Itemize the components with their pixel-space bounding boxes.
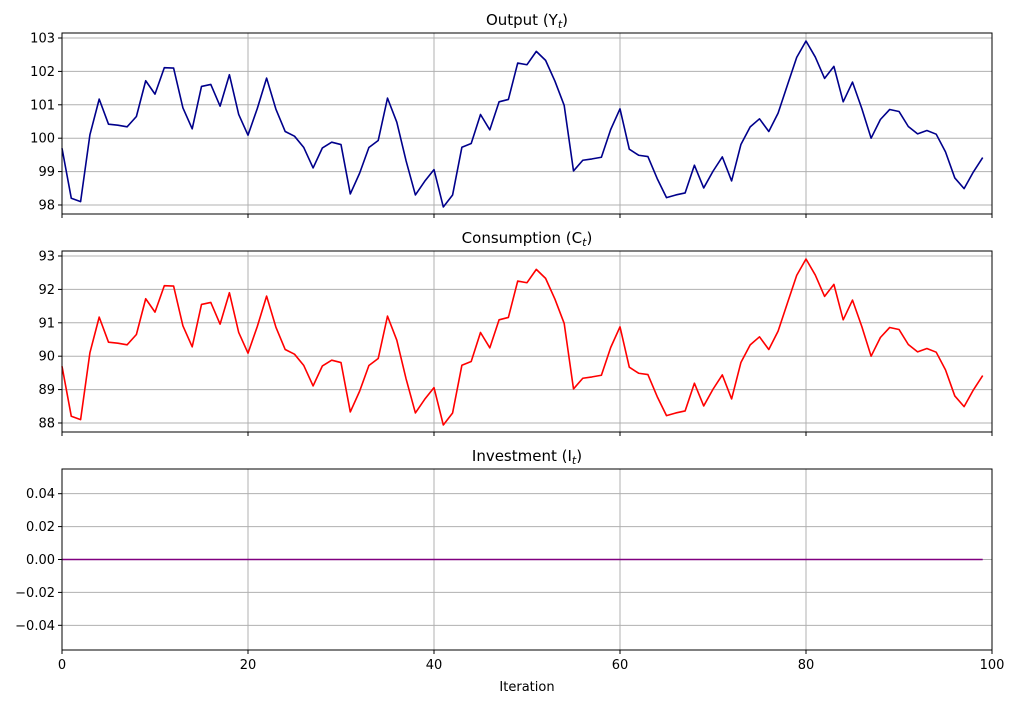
investment-xtick-label: 60 <box>612 658 629 673</box>
consumption-ytick-label: 90 <box>38 350 55 365</box>
consumption-title-close: ) <box>586 229 592 247</box>
consumption-panel: 88 89 90 91 92 93 Consumption (Ct) <box>38 229 993 436</box>
investment-xtick-label: 40 <box>426 658 443 673</box>
output-ytick-label: 100 <box>30 132 55 147</box>
consumption-ytick-label: 91 <box>38 316 55 331</box>
investment-title-subscript: t <box>572 454 577 467</box>
investment-xtick-label: 100 <box>980 658 1005 673</box>
output-ytick-label: 98 <box>38 198 55 213</box>
output-axes-frame <box>61 32 993 215</box>
output-series-line <box>61 40 984 208</box>
investment-ytick-label: 0.04 <box>26 487 55 502</box>
investment-title-main: Investment (I <box>472 447 572 465</box>
consumption-series-line <box>61 258 984 426</box>
output-panel: 98 99 100 101 102 103 Output (Yt) <box>30 11 993 218</box>
consumption-ytick-label: 93 <box>38 250 55 265</box>
output-ytick-label: 103 <box>30 32 55 47</box>
consumption-ytick-label: 92 <box>38 283 55 298</box>
investment-ytick-label: 0.02 <box>26 520 55 535</box>
investment-xtick-label: 20 <box>240 658 257 673</box>
output-title-main: Output (Y <box>486 11 559 29</box>
investment-xtick-label: 0 <box>58 658 66 673</box>
investment-ytick-label: 0.00 <box>26 553 55 568</box>
investment-ytick-label: −0.02 <box>15 586 55 601</box>
consumption-chart-title: Consumption (Ct) <box>462 229 593 249</box>
investment-chart-title: Investment (It) <box>472 447 582 467</box>
output-ytick-label: 101 <box>30 98 55 113</box>
investment-xtick-label: 80 <box>798 658 815 673</box>
consumption-axes-frame <box>61 250 993 433</box>
consumption-title-main: Consumption (C <box>462 229 582 247</box>
consumption-ytick-label: 89 <box>38 383 55 398</box>
output-title-close: ) <box>562 11 568 29</box>
investment-xaxis-label: Iteration <box>499 680 554 695</box>
investment-title-close: ) <box>576 447 582 465</box>
consumption-title-subscript: t <box>582 236 587 249</box>
consumption-ytick-label: 88 <box>38 416 55 431</box>
output-ytick-label: 102 <box>30 65 55 80</box>
output-chart-title: Output (Yt) <box>486 11 568 31</box>
investment-panel: 0.04 0.02 0.00 −0.02 −0.04 0 20 40 60 80 100 Invest… <box>15 447 1004 695</box>
investment-ytick-label: −0.04 <box>15 619 55 634</box>
output-title-subscript: t <box>558 18 563 31</box>
output-ytick-label: 99 <box>38 165 55 180</box>
